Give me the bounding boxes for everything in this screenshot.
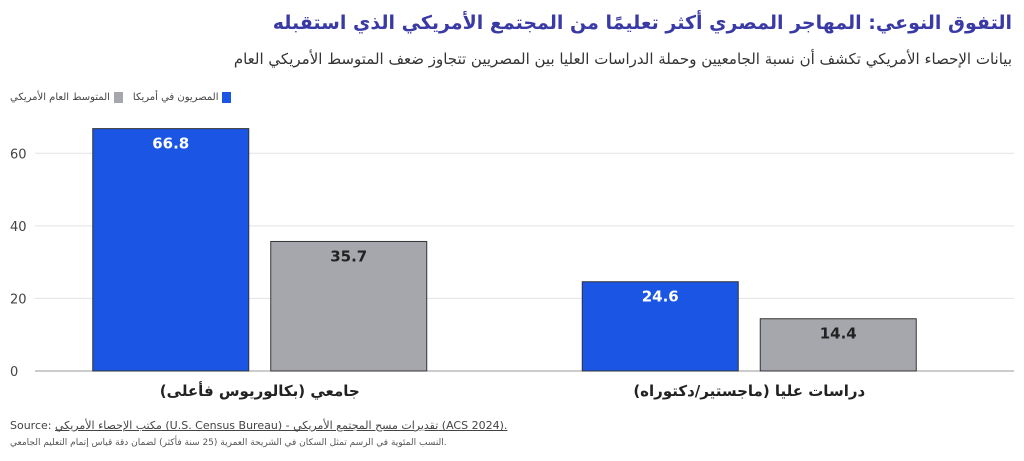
bar bbox=[92, 128, 250, 372]
x-category-label: جامعي (بكالوريوس فأعلى) bbox=[160, 381, 360, 400]
legend-label-us-average: المتوسط العام الأمريكي bbox=[10, 92, 110, 103]
bar bbox=[759, 318, 917, 372]
source-link[interactable]: مكتب الإحصاء الأمريكي (U.S. Census Burea… bbox=[55, 419, 508, 432]
data-label: 14.4 bbox=[820, 325, 857, 343]
y-tick-label: 0 bbox=[10, 365, 18, 380]
bar bbox=[270, 240, 428, 372]
legend-item-egyptians: المصريون في أمريكا bbox=[133, 92, 232, 103]
source-line: Source: مكتب الإحصاء الأمريكي (U.S. Cens… bbox=[10, 419, 507, 432]
x-category-label: دراسات عليا (ماجستير/دكتوراه) bbox=[633, 382, 865, 400]
chart-subtitle: بيانات الإحصاء الأمريكي تكشف أن نسبة الج… bbox=[233, 50, 1012, 68]
data-label: 24.6 bbox=[642, 288, 679, 306]
y-tick-label: 20 bbox=[10, 292, 27, 307]
bar bbox=[581, 281, 739, 372]
data-label: 35.7 bbox=[330, 247, 367, 265]
legend: المصريون في أمريكا المتوسط العام الأمريك… bbox=[10, 92, 232, 103]
legend-swatch-egyptians bbox=[222, 92, 232, 103]
footnote: النسب المئوية في الرسم تمثل السكان في ال… bbox=[10, 438, 447, 448]
y-tick-label: 60 bbox=[10, 147, 27, 162]
legend-swatch-us-average bbox=[113, 92, 123, 103]
legend-item-us-average: المتوسط العام الأمريكي bbox=[10, 92, 123, 103]
source-prefix: Source: bbox=[10, 419, 52, 432]
legend-label-egyptians: المصريون في أمريكا bbox=[132, 92, 219, 103]
y-tick-label: 40 bbox=[10, 220, 27, 235]
chart-title: التفوق النوعي: المهاجر المصري أكثر تعليم… bbox=[272, 12, 1012, 34]
data-label: 66.8 bbox=[152, 135, 189, 153]
